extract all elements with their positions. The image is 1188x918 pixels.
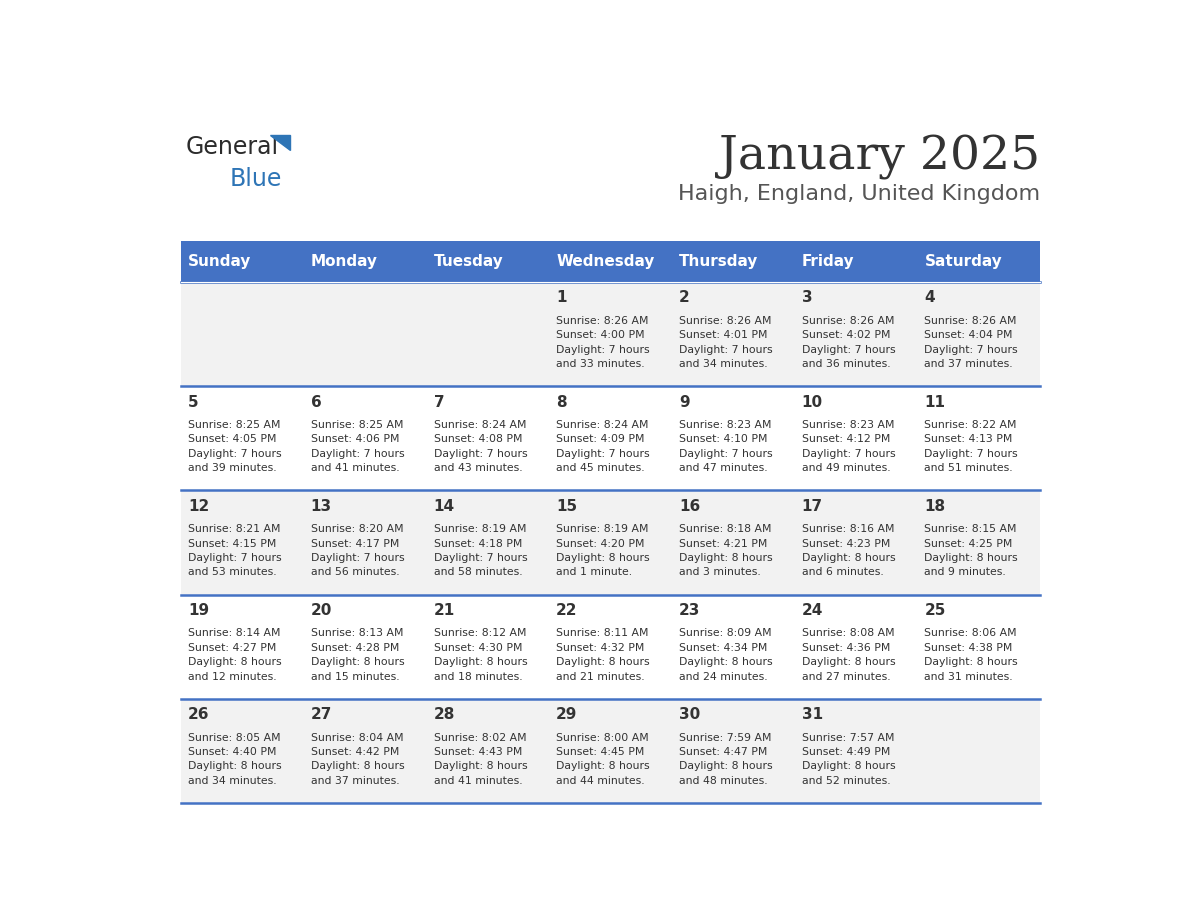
Text: 1: 1	[556, 290, 567, 306]
Text: Saturday: Saturday	[924, 254, 1003, 269]
Text: Friday: Friday	[802, 254, 854, 269]
Bar	[671, 241, 795, 282]
Bar	[181, 386, 1040, 490]
Text: Sunrise: 7:57 AM
Sunset: 4:49 PM
Daylight: 8 hours
and 52 minutes.: Sunrise: 7:57 AM Sunset: 4:49 PM Dayligh…	[802, 733, 896, 786]
Text: Sunrise: 7:59 AM
Sunset: 4:47 PM
Daylight: 8 hours
and 48 minutes.: Sunrise: 7:59 AM Sunset: 4:47 PM Dayligh…	[680, 733, 772, 786]
Text: Sunrise: 8:24 AM
Sunset: 4:08 PM
Daylight: 7 hours
and 43 minutes.: Sunrise: 8:24 AM Sunset: 4:08 PM Dayligh…	[434, 420, 527, 474]
Text: 16: 16	[680, 498, 700, 514]
Text: Sunrise: 8:11 AM
Sunset: 4:32 PM
Daylight: 8 hours
and 21 minutes.: Sunrise: 8:11 AM Sunset: 4:32 PM Dayligh…	[556, 629, 650, 682]
Text: 13: 13	[311, 498, 331, 514]
Text: Sunrise: 8:00 AM
Sunset: 4:45 PM
Daylight: 8 hours
and 44 minutes.: Sunrise: 8:00 AM Sunset: 4:45 PM Dayligh…	[556, 733, 650, 786]
Text: Monday: Monday	[311, 254, 378, 269]
Text: Tuesday: Tuesday	[434, 254, 504, 269]
Text: 21: 21	[434, 603, 455, 618]
Text: 4: 4	[924, 290, 935, 306]
Text: 8: 8	[556, 395, 567, 409]
Text: 25: 25	[924, 603, 946, 618]
Bar	[795, 241, 917, 282]
Text: Sunrise: 8:02 AM
Sunset: 4:43 PM
Daylight: 8 hours
and 41 minutes.: Sunrise: 8:02 AM Sunset: 4:43 PM Dayligh…	[434, 733, 527, 786]
Text: Sunrise: 8:04 AM
Sunset: 4:42 PM
Daylight: 8 hours
and 37 minutes.: Sunrise: 8:04 AM Sunset: 4:42 PM Dayligh…	[311, 733, 404, 786]
Text: Wednesday: Wednesday	[556, 254, 655, 269]
Text: 17: 17	[802, 498, 823, 514]
Text: January 2025: January 2025	[719, 135, 1040, 180]
Text: 31: 31	[802, 707, 823, 722]
Text: 5: 5	[188, 395, 198, 409]
Bar	[549, 241, 671, 282]
Text: Blue: Blue	[229, 167, 282, 191]
Text: Sunday: Sunday	[188, 254, 252, 269]
Text: Sunrise: 8:15 AM
Sunset: 4:25 PM
Daylight: 8 hours
and 9 minutes.: Sunrise: 8:15 AM Sunset: 4:25 PM Dayligh…	[924, 524, 1018, 577]
Text: Sunrise: 8:21 AM
Sunset: 4:15 PM
Daylight: 7 hours
and 53 minutes.: Sunrise: 8:21 AM Sunset: 4:15 PM Dayligh…	[188, 524, 282, 577]
Text: Sunrise: 8:25 AM
Sunset: 4:05 PM
Daylight: 7 hours
and 39 minutes.: Sunrise: 8:25 AM Sunset: 4:05 PM Dayligh…	[188, 420, 282, 474]
Text: 27: 27	[311, 707, 333, 722]
Text: 3: 3	[802, 290, 813, 306]
Text: Sunrise: 8:05 AM
Sunset: 4:40 PM
Daylight: 8 hours
and 34 minutes.: Sunrise: 8:05 AM Sunset: 4:40 PM Dayligh…	[188, 733, 282, 786]
Text: 14: 14	[434, 498, 455, 514]
Text: Sunrise: 8:19 AM
Sunset: 4:18 PM
Daylight: 7 hours
and 58 minutes.: Sunrise: 8:19 AM Sunset: 4:18 PM Dayligh…	[434, 524, 527, 577]
Text: Sunrise: 8:26 AM
Sunset: 4:01 PM
Daylight: 7 hours
and 34 minutes.: Sunrise: 8:26 AM Sunset: 4:01 PM Dayligh…	[680, 316, 772, 369]
Text: Sunrise: 8:19 AM
Sunset: 4:20 PM
Daylight: 8 hours
and 1 minute.: Sunrise: 8:19 AM Sunset: 4:20 PM Dayligh…	[556, 524, 650, 577]
Text: Sunrise: 8:24 AM
Sunset: 4:09 PM
Daylight: 7 hours
and 45 minutes.: Sunrise: 8:24 AM Sunset: 4:09 PM Dayligh…	[556, 420, 650, 474]
Text: General: General	[185, 135, 278, 159]
Text: 18: 18	[924, 498, 946, 514]
Text: Haigh, England, United Kingdom: Haigh, England, United Kingdom	[677, 185, 1040, 205]
Text: Sunrise: 8:23 AM
Sunset: 4:10 PM
Daylight: 7 hours
and 47 minutes.: Sunrise: 8:23 AM Sunset: 4:10 PM Dayligh…	[680, 420, 772, 474]
Text: 22: 22	[556, 603, 577, 618]
Text: Thursday: Thursday	[680, 254, 758, 269]
Text: 30: 30	[680, 707, 700, 722]
Text: 7: 7	[434, 395, 444, 409]
Text: Sunrise: 8:08 AM
Sunset: 4:36 PM
Daylight: 8 hours
and 27 minutes.: Sunrise: 8:08 AM Sunset: 4:36 PM Dayligh…	[802, 629, 896, 682]
Bar	[303, 241, 426, 282]
Text: 26: 26	[188, 707, 209, 722]
Text: Sunrise: 8:26 AM
Sunset: 4:04 PM
Daylight: 7 hours
and 37 minutes.: Sunrise: 8:26 AM Sunset: 4:04 PM Dayligh…	[924, 316, 1018, 369]
Bar	[426, 241, 549, 282]
Bar	[181, 595, 1040, 699]
Bar	[917, 241, 1040, 282]
Text: Sunrise: 8:23 AM
Sunset: 4:12 PM
Daylight: 7 hours
and 49 minutes.: Sunrise: 8:23 AM Sunset: 4:12 PM Dayligh…	[802, 420, 896, 474]
Polygon shape	[270, 135, 290, 151]
Bar	[181, 490, 1040, 595]
Text: Sunrise: 8:09 AM
Sunset: 4:34 PM
Daylight: 8 hours
and 24 minutes.: Sunrise: 8:09 AM Sunset: 4:34 PM Dayligh…	[680, 629, 772, 682]
Text: Sunrise: 8:26 AM
Sunset: 4:00 PM
Daylight: 7 hours
and 33 minutes.: Sunrise: 8:26 AM Sunset: 4:00 PM Dayligh…	[556, 316, 650, 369]
Text: 2: 2	[680, 290, 690, 306]
Text: Sunrise: 8:22 AM
Sunset: 4:13 PM
Daylight: 7 hours
and 51 minutes.: Sunrise: 8:22 AM Sunset: 4:13 PM Dayligh…	[924, 420, 1018, 474]
Text: Sunrise: 8:18 AM
Sunset: 4:21 PM
Daylight: 8 hours
and 3 minutes.: Sunrise: 8:18 AM Sunset: 4:21 PM Dayligh…	[680, 524, 772, 577]
Text: Sunrise: 8:25 AM
Sunset: 4:06 PM
Daylight: 7 hours
and 41 minutes.: Sunrise: 8:25 AM Sunset: 4:06 PM Dayligh…	[311, 420, 404, 474]
Text: 29: 29	[556, 707, 577, 722]
Text: 9: 9	[680, 395, 689, 409]
Text: 28: 28	[434, 707, 455, 722]
Text: 23: 23	[680, 603, 701, 618]
Text: 15: 15	[556, 498, 577, 514]
Text: 20: 20	[311, 603, 333, 618]
Text: Sunrise: 8:13 AM
Sunset: 4:28 PM
Daylight: 8 hours
and 15 minutes.: Sunrise: 8:13 AM Sunset: 4:28 PM Dayligh…	[311, 629, 404, 682]
Text: Sunrise: 8:16 AM
Sunset: 4:23 PM
Daylight: 8 hours
and 6 minutes.: Sunrise: 8:16 AM Sunset: 4:23 PM Dayligh…	[802, 524, 896, 577]
Text: 11: 11	[924, 395, 946, 409]
Text: Sunrise: 8:20 AM
Sunset: 4:17 PM
Daylight: 7 hours
and 56 minutes.: Sunrise: 8:20 AM Sunset: 4:17 PM Dayligh…	[311, 524, 404, 577]
Bar	[181, 699, 1040, 803]
Text: 6: 6	[311, 395, 322, 409]
Text: 19: 19	[188, 603, 209, 618]
Text: Sunrise: 8:26 AM
Sunset: 4:02 PM
Daylight: 7 hours
and 36 minutes.: Sunrise: 8:26 AM Sunset: 4:02 PM Dayligh…	[802, 316, 896, 369]
Text: Sunrise: 8:14 AM
Sunset: 4:27 PM
Daylight: 8 hours
and 12 minutes.: Sunrise: 8:14 AM Sunset: 4:27 PM Dayligh…	[188, 629, 282, 682]
Text: 10: 10	[802, 395, 823, 409]
Text: Sunrise: 8:12 AM
Sunset: 4:30 PM
Daylight: 8 hours
and 18 minutes.: Sunrise: 8:12 AM Sunset: 4:30 PM Dayligh…	[434, 629, 527, 682]
Bar	[181, 282, 1040, 386]
Bar	[181, 241, 303, 282]
Text: Sunrise: 8:06 AM
Sunset: 4:38 PM
Daylight: 8 hours
and 31 minutes.: Sunrise: 8:06 AM Sunset: 4:38 PM Dayligh…	[924, 629, 1018, 682]
Text: 24: 24	[802, 603, 823, 618]
Text: 12: 12	[188, 498, 209, 514]
